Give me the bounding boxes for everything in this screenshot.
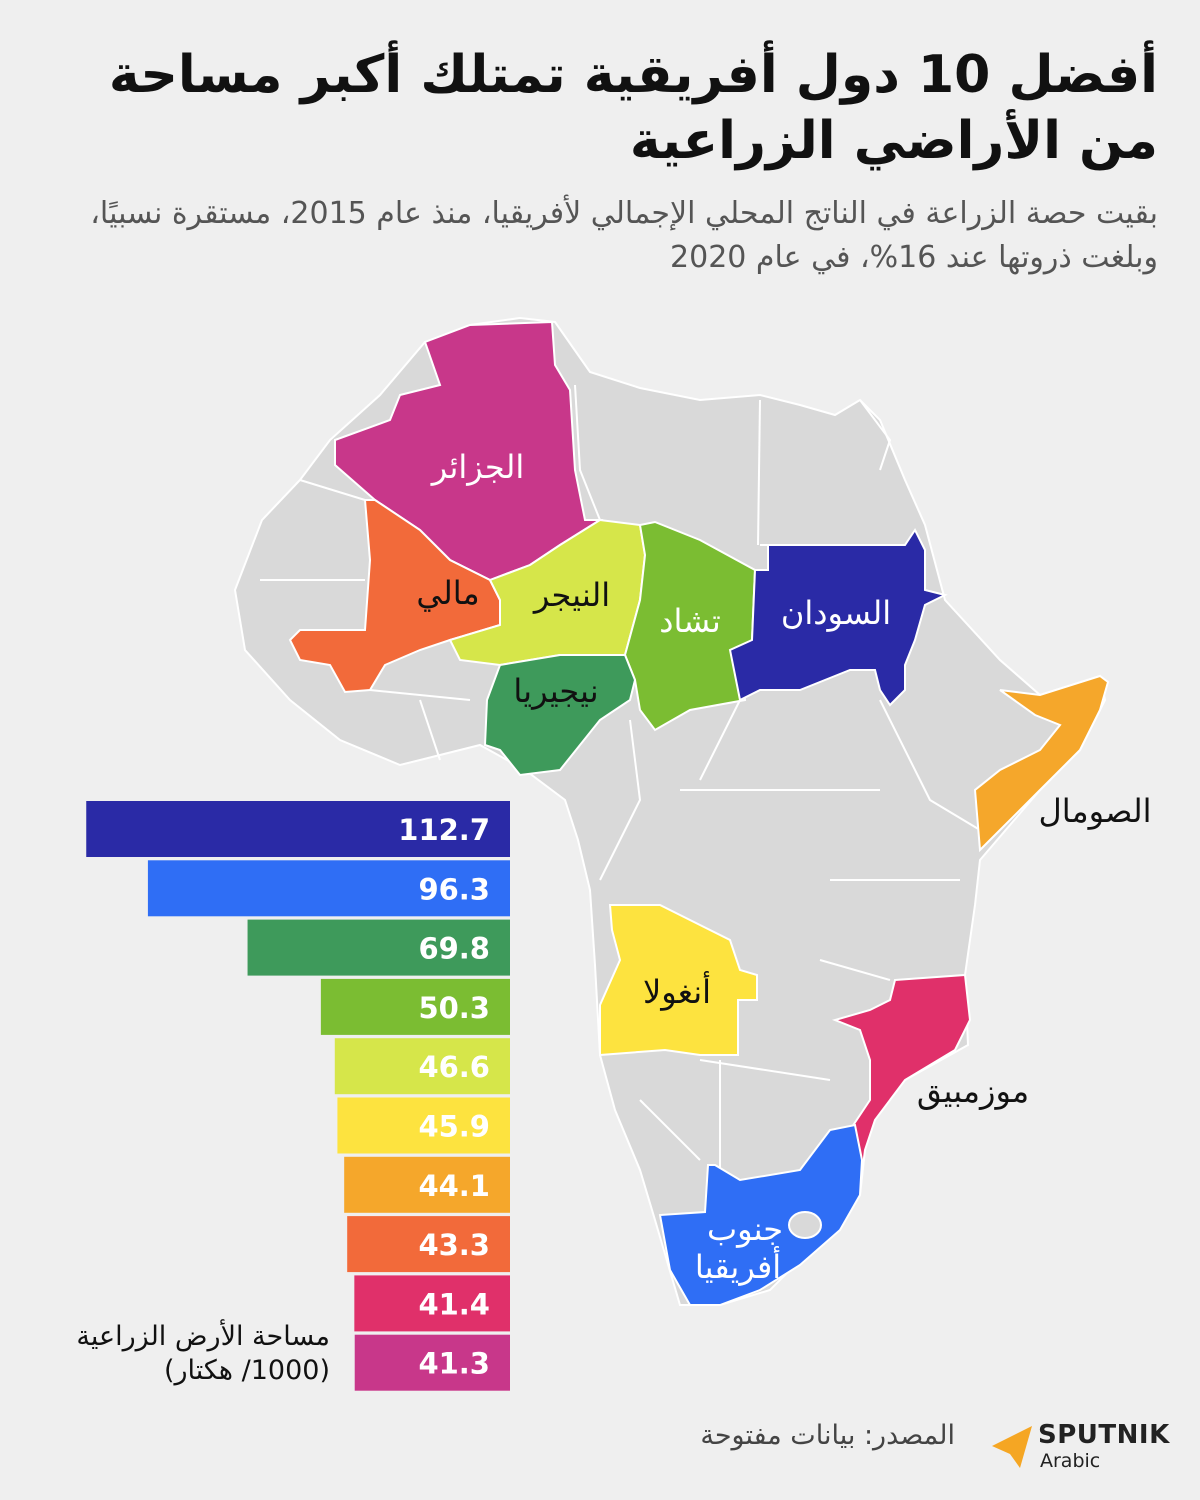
bar-value-label-6: 45.9 bbox=[418, 1110, 490, 1144]
region-mali bbox=[288, 499, 501, 694]
sputnik-logo-icon bbox=[992, 1426, 1032, 1468]
brand-sub: Arabic bbox=[1040, 1450, 1101, 1472]
lesotho-shape bbox=[788, 1211, 822, 1239]
map-label-nigeria: نيجيريا bbox=[513, 672, 598, 710]
bar-2 bbox=[147, 860, 511, 917]
bar-value-label-9: 41.4 bbox=[418, 1287, 490, 1321]
legend-label: مساحة الأرض الزراعية (1000/ هكتار) bbox=[30, 1320, 330, 1388]
legend-label-line1: مساحة الأرض الزراعية bbox=[76, 1321, 330, 1352]
bar-value-label-8: 43.3 bbox=[418, 1228, 490, 1262]
brand-name: SPUTNIK bbox=[1038, 1420, 1170, 1450]
map-label-mozambique: موزمبيق bbox=[917, 1072, 1029, 1110]
map-label-south-africa-1: جنوب bbox=[707, 1210, 783, 1248]
source-note: المصدر: بيانات مفتوحة bbox=[700, 1420, 955, 1451]
bar-10 bbox=[354, 1334, 510, 1391]
bar-4 bbox=[320, 978, 510, 1035]
page-title: أفضل 10 دول أفريقية تمتلك أكبر مساحة من … bbox=[108, 45, 1158, 171]
map-label-angola: أنغولا bbox=[643, 971, 711, 1011]
bar-value-label-10: 41.3 bbox=[418, 1347, 490, 1381]
map-label-somalia: الصومال bbox=[1038, 792, 1151, 830]
region-somalia bbox=[973, 674, 1110, 853]
region-chad bbox=[623, 520, 757, 732]
map-label-niger: النيجر bbox=[532, 576, 610, 614]
bar-value-label-7: 44.1 bbox=[418, 1169, 490, 1203]
region-nigeria bbox=[483, 654, 637, 777]
legend-label-line2: (1000/ هكتار) bbox=[163, 1355, 330, 1386]
map-label-chad: تشاد bbox=[659, 602, 720, 640]
region-sudan bbox=[728, 528, 948, 707]
map-label-mali: مالي bbox=[416, 574, 479, 612]
bar-1 bbox=[86, 801, 511, 857]
bar-7 bbox=[344, 1156, 510, 1213]
bar-6 bbox=[337, 1097, 510, 1154]
bar-9 bbox=[354, 1275, 510, 1332]
region-south-africa bbox=[658, 1123, 864, 1306]
bar-value-label-1: 112.7 bbox=[398, 813, 490, 847]
map-label-sudan: السودان bbox=[781, 594, 891, 632]
map-label-south-africa-2: أفريقيا bbox=[695, 1246, 781, 1286]
bar-5 bbox=[334, 1038, 510, 1095]
map-label-algeria: الجزائر bbox=[430, 448, 524, 486]
bar-value-label-2: 96.3 bbox=[418, 872, 490, 906]
region-angola bbox=[599, 904, 758, 1057]
bar-3 bbox=[247, 919, 510, 976]
bar-value-label-4: 50.3 bbox=[418, 991, 490, 1025]
subtitle: بقيت حصة الزراعة في الناتج المحلي الإجما… bbox=[90, 196, 1158, 275]
bar-value-label-5: 46.6 bbox=[418, 1050, 490, 1084]
bar-8 bbox=[347, 1216, 510, 1273]
bar-value-label-3: 69.8 bbox=[418, 932, 490, 966]
